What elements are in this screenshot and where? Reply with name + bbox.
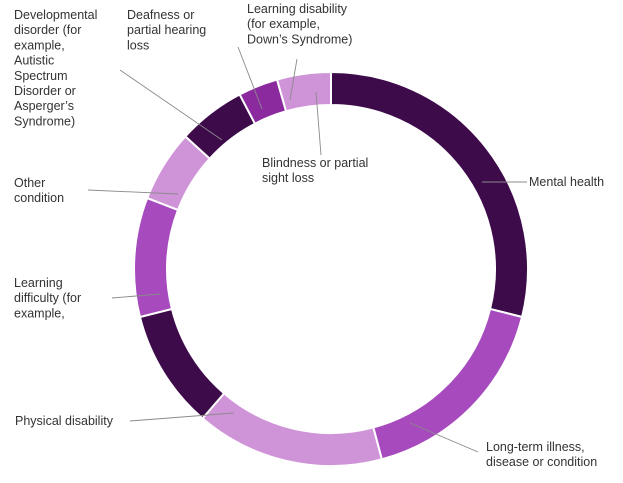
slice-label-line: Spectrum (14, 69, 68, 83)
slice-label-2: Physical disability (15, 414, 114, 428)
slice-2 (201, 391, 384, 467)
slice-label-line: Learning disability (247, 2, 348, 16)
slice-8 (275, 70, 332, 113)
leader-line-1 (409, 422, 479, 453)
slice-3 (138, 307, 226, 420)
slice-label-8: Blindness or partial sight loss (262, 156, 368, 185)
slice-label-line: Learning (14, 276, 63, 290)
slice-1 (372, 307, 524, 461)
slice-label-line: Down’s Syndrome) (247, 32, 352, 46)
slice-label-line: loss (127, 38, 149, 52)
slice-label-line: Asperger’s (14, 99, 74, 113)
slice-label-line: Blindness or partial (262, 156, 368, 170)
slice-label-line: difficulty (for (14, 291, 81, 305)
slice-label-0: Mental health (529, 175, 604, 189)
leader-line-3 (111, 293, 161, 299)
slice-label-7: Learning disability (for example, Down’s S… (247, 2, 352, 46)
slice-label-line: Long-term illness, (486, 440, 585, 454)
leader-line-8 (315, 91, 322, 156)
leader-lines (87, 46, 527, 453)
slice-labels: Mental health Long-term illness, disease o… (14, 2, 604, 469)
slice-label-line: example, (14, 38, 65, 52)
leader-line-7 (289, 58, 298, 101)
slice-label-line: Developmental (14, 8, 97, 22)
slice-label-line: (for example, (247, 17, 320, 31)
slice-label-line: partial hearing (127, 23, 206, 37)
slice-4 (133, 196, 180, 319)
slice-label-line: Other (14, 176, 45, 190)
slice-label-line: Disorder or (14, 84, 76, 98)
slice-label-line: Deafness or (127, 8, 194, 22)
slice-label-4: Other condition (14, 176, 64, 205)
slice-label-line: Physical disability (15, 414, 114, 428)
slice-label-line: Mental health (529, 175, 604, 189)
leader-line-5 (119, 69, 223, 141)
slice-label-5: Developmental disorder (for example, Autist… (14, 8, 97, 128)
leader-line-2 (129, 412, 235, 422)
slice-0 (330, 70, 529, 319)
slice-label-line: sight loss (262, 171, 314, 185)
slice-label-line: Autistic (14, 54, 54, 68)
leader-line-4 (87, 189, 179, 195)
slice-label-line: disease or condition (486, 455, 597, 469)
donut-slices (133, 70, 529, 467)
slice-label-line: example, (14, 306, 65, 320)
slice-label-1: Long-term illness, disease or condition (486, 440, 597, 469)
slice-label-line: disorder (for (14, 23, 81, 37)
slice-label-6: Deafness or partial hearing loss (127, 8, 206, 52)
leader-line-6 (237, 46, 263, 110)
slice-label-line: Syndrome) (14, 114, 75, 128)
slice-label-3: Learning difficulty (for example, (14, 276, 81, 320)
slice-label-line: condition (14, 191, 64, 205)
